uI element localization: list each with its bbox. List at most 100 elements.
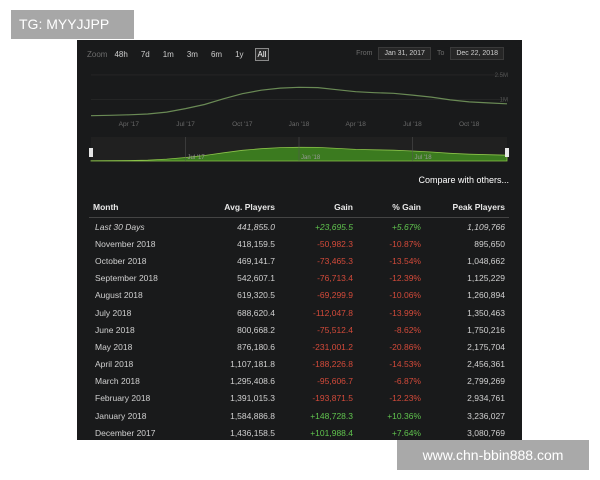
x-tick-label: Jan '18 [289, 121, 310, 128]
cell-pct-gain: -6.87% [394, 376, 421, 387]
cell-peak-players: 2,175,704 [467, 341, 505, 352]
cell-peak-players: 1,125,229 [467, 273, 505, 284]
cell-gain: -112,047.8 [312, 307, 353, 318]
column-header-peak-players: Peak Players [425, 200, 509, 218]
cell-month: December 2017 [95, 427, 156, 438]
y-tick-label: 2.5M [495, 73, 508, 79]
cell-pct-gain: -14.53% [389, 359, 421, 370]
navigator-handle-right[interactable] [505, 148, 509, 157]
cell-pct-gain: +7.64% [391, 427, 421, 438]
zoom-48h-button[interactable]: 48h [114, 49, 128, 59]
x-tick-label: Apr '18 [346, 121, 367, 128]
zoom-1y-button[interactable]: 1y [235, 49, 244, 59]
navigator-tick-label: Jan '18 [301, 155, 321, 161]
cell-avg-players: 1,295,408.6 [230, 376, 275, 387]
cell-peak-players: 1,109,766 [467, 221, 505, 232]
cell-avg-players: 469,141.7 [237, 255, 275, 266]
zoom-all-button[interactable]: All [254, 47, 270, 61]
cell-gain: -193,871.5 [312, 393, 353, 404]
cell-avg-players: 619,320.5 [237, 290, 275, 301]
cell-peak-players: 1,350,463 [467, 307, 505, 318]
cell-avg-players: 542,607.1 [237, 273, 275, 284]
cell-gain: +23,695.5 [314, 221, 353, 232]
column-header-gain: Gain [279, 200, 357, 218]
zoom-label: Zoom [87, 49, 108, 59]
column-header-avg-players: Avg. Players [201, 200, 279, 218]
cell-pct-gain: -13.54% [389, 255, 421, 266]
to-date-input[interactable]: Dec 22, 2018 [450, 47, 504, 60]
watermark: www.chn-bbin888.com [397, 440, 589, 470]
monthly-stats-table: Month Avg. Players Gain % Gain Peak Play… [89, 200, 509, 440]
zoom-6m-button[interactable]: 6m [210, 49, 223, 59]
table-row: April 2018 1,107,181.8 -188,226.8 -14.53% 2,… [89, 356, 509, 373]
cell-pct-gain: -12.23% [389, 393, 421, 404]
cell-gain: -76,713.4 [317, 273, 353, 284]
cell-gain: +148,728.3 [310, 410, 353, 421]
cell-month: Last 30 Days [95, 221, 145, 232]
cell-month: April 2018 [95, 359, 134, 370]
x-tick-label: Jul '18 [403, 121, 422, 128]
cell-avg-players: 1,436,158.5 [230, 427, 275, 438]
navigator-handle-left[interactable] [89, 148, 93, 157]
x-tick-label: Jul '17 [176, 121, 195, 128]
table-row: March 2018 1,295,408.6 -95,606.7 -6.87% 2,79… [89, 373, 509, 390]
zoom-bar: Zoom 48h 7d 1m 3m 6m 1y All [87, 46, 278, 62]
cell-pct-gain: +10.36% [387, 410, 421, 421]
cell-pct-gain: -10.87% [389, 238, 421, 249]
navigator-tick-label: Jul '18 [414, 155, 432, 161]
cell-peak-players: 1,750,216 [467, 324, 505, 335]
x-tick-label: Apr '17 [119, 121, 140, 128]
cell-avg-players: 1,391,015.3 [230, 393, 275, 404]
column-header-pct-gain: % Gain [357, 200, 425, 218]
zoom-7d-button[interactable]: 7d [140, 49, 150, 59]
cell-pct-gain: -10.06% [389, 290, 421, 301]
cell-peak-players: 2,934,761 [467, 393, 505, 404]
cell-avg-players: 418,159.5 [237, 238, 275, 249]
cell-peak-players: 2,456,361 [467, 359, 505, 370]
cell-gain: -50,982.3 [317, 238, 353, 249]
table-row: July 2018 688,620.4 -112,047.8 -13.99% 1,350… [89, 304, 509, 321]
cell-month: February 2018 [95, 393, 151, 404]
cell-avg-players: 800,668.2 [237, 324, 275, 335]
cell-peak-players: 3,236,027 [467, 410, 505, 421]
cell-peak-players: 2,799,269 [467, 376, 505, 387]
cell-gain: -188,226.8 [312, 359, 353, 370]
cell-pct-gain: -13.99% [389, 307, 421, 318]
cell-month: August 2018 [95, 290, 143, 301]
date-range: From Jan 31, 2017 To Dec 22, 2018 [356, 47, 510, 60]
table-row: September 2018 542,607.1 -76,713.4 -12.39% 1… [89, 270, 509, 287]
cell-pct-gain: -8.62% [394, 324, 421, 335]
table-row: May 2018 876,180.6 -231,001.2 -20.86% 2,175,… [89, 338, 509, 355]
x-tick-label: Oct '17 [232, 121, 253, 128]
cell-avg-players: 876,180.6 [237, 341, 275, 352]
cell-pct-gain: +5.67% [391, 221, 421, 232]
to-label: To [436, 50, 445, 57]
compare-link[interactable]: Compare with others... [418, 175, 509, 185]
cell-gain: -231,001.2 [312, 341, 353, 352]
cell-pct-gain: -20.86% [389, 341, 421, 352]
cell-avg-players: 1,584,886.8 [230, 410, 275, 421]
cell-peak-players: 1,048,662 [467, 255, 505, 266]
cell-avg-players: 688,620.4 [237, 307, 275, 318]
cell-month: November 2018 [95, 238, 156, 249]
table-row: December 2017 1,436,158.5 +101,988.4 +7.64%… [89, 424, 509, 440]
player-count-chart[interactable]: 2.5M 1M Apr '17 Jul '17 Oct '17 Jan '18 Apr '1… [77, 40, 522, 170]
column-header-month: Month [89, 200, 201, 218]
cell-avg-players: 441,855.0 [237, 221, 275, 232]
cell-gain: -73,465.3 [317, 255, 353, 266]
cell-month: May 2018 [95, 341, 133, 352]
table-row-last-30-days: Last 30 Days 441,855.0 +23,695.5 +5.67% 1,10… [89, 218, 509, 236]
cell-month: October 2018 [95, 255, 147, 266]
from-date-input[interactable]: Jan 31, 2017 [378, 47, 431, 60]
table-row: August 2018 619,320.5 -69,299.9 -10.06% 1,26… [89, 287, 509, 304]
zoom-3m-button[interactable]: 3m [186, 49, 198, 59]
from-label: From [356, 50, 373, 57]
x-tick-label: Oct '18 [459, 121, 480, 128]
y-tick-label: 1M [500, 98, 508, 104]
zoom-1m-button[interactable]: 1m [162, 49, 174, 59]
player-stats-panel: Zoom 48h 7d 1m 3m 6m 1y All From Jan 31,… [77, 40, 522, 440]
cell-peak-players: 1,260,894 [467, 290, 505, 301]
cell-gain: -69,299.9 [317, 290, 353, 301]
cell-month: September 2018 [95, 273, 158, 284]
cell-peak-players: 895,650 [474, 238, 505, 249]
